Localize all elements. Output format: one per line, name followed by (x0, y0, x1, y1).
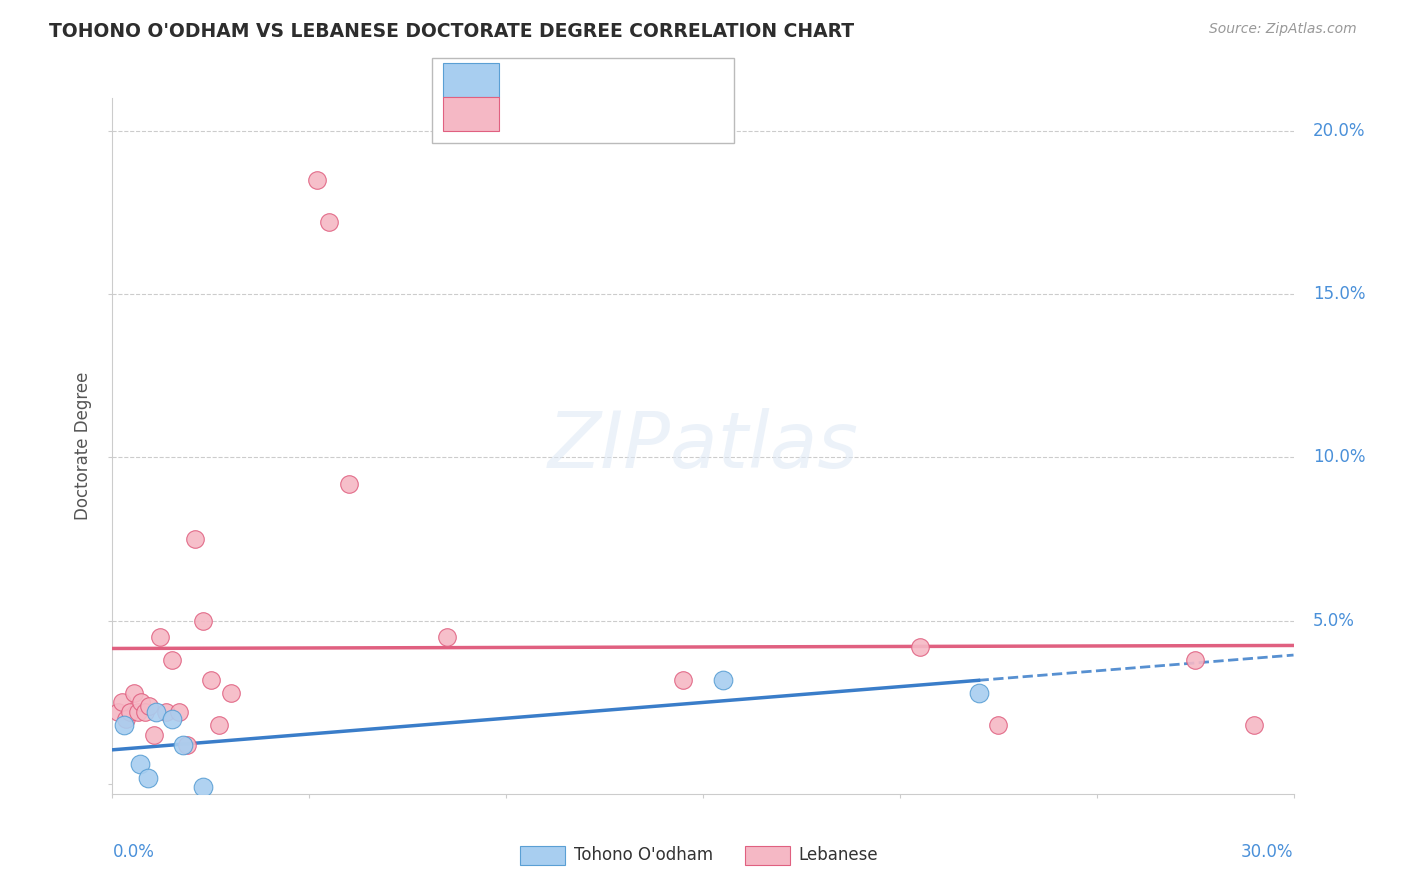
Point (111, 695, 134, 709)
Text: ZIPatlas: ZIPatlas (547, 408, 859, 484)
Point (191, 614, 214, 628)
Text: 15.0%: 15.0% (1313, 285, 1365, 303)
Point (155, 705, 177, 719)
Text: 0.0%: 0.0% (112, 843, 155, 861)
Point (436, 630, 458, 644)
Point (172, 738, 194, 752)
Point (200, 673, 222, 687)
Point (142, 728, 165, 742)
Text: 5.0%: 5.0% (1313, 612, 1355, 630)
Point (112, 718, 135, 732)
Point (908, 640, 931, 654)
Point (145, 705, 167, 719)
Point (672, 673, 695, 687)
Point (184, 532, 207, 546)
Point (149, 630, 172, 644)
Text: 10.0%: 10.0% (1313, 449, 1365, 467)
Point (208, 718, 231, 732)
Text: 20.0%: 20.0% (1313, 122, 1365, 140)
Text: R = 0.351   N =  9: R = 0.351 N = 9 (516, 71, 675, 89)
Text: Lebanese: Lebanese (799, 847, 879, 864)
Point (1184, 653, 1206, 667)
Point (307, 173, 329, 187)
Point (1243, 718, 1265, 732)
Point (136, 771, 159, 785)
Point (138, 698, 160, 713)
Point (987, 718, 1010, 732)
Point (129, 757, 152, 772)
Point (337, 476, 360, 491)
Point (169, 705, 191, 719)
Point (191, 780, 214, 795)
Point (129, 695, 152, 709)
Point (176, 738, 198, 752)
Point (107, 705, 129, 719)
Point (127, 705, 149, 719)
Text: R = 0.145  N = 29: R = 0.145 N = 29 (516, 105, 675, 123)
Y-axis label: Doctorate Degree: Doctorate Degree (75, 372, 93, 520)
Point (711, 673, 734, 687)
Point (967, 685, 990, 699)
Text: Source: ZipAtlas.com: Source: ZipAtlas.com (1209, 22, 1357, 37)
Point (160, 712, 183, 726)
Text: TOHONO O'ODHAM VS LEBANESE DOCTORATE DEGREE CORRELATION CHART: TOHONO O'ODHAM VS LEBANESE DOCTORATE DEG… (49, 22, 855, 41)
Point (120, 705, 142, 719)
Text: 30.0%: 30.0% (1241, 843, 1294, 861)
Point (134, 705, 156, 719)
Point (115, 712, 138, 726)
Point (219, 685, 242, 699)
Point (318, 215, 340, 229)
Point (122, 685, 145, 699)
Point (160, 653, 183, 667)
Text: Tohono O'odham: Tohono O'odham (574, 847, 713, 864)
